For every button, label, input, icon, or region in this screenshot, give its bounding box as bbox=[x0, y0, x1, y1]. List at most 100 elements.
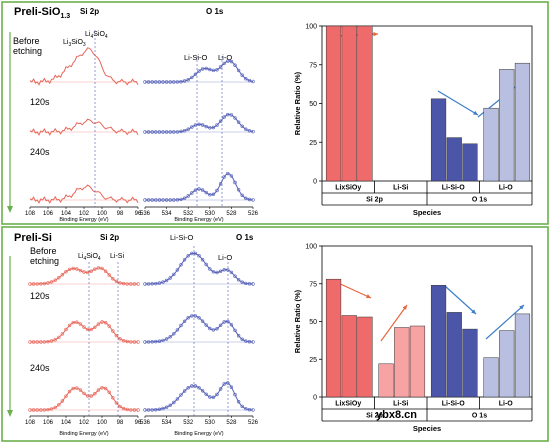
si2p-spectrum-bottom-2-point bbox=[125, 407, 129, 412]
peak-label-lio-top: Li-O bbox=[218, 53, 232, 62]
si2p-axis-top-tick-label: 96 bbox=[135, 211, 142, 217]
si2p-spectrum-bottom-2-point bbox=[93, 392, 97, 396]
o1s-spectrum-top-0-point bbox=[197, 69, 201, 73]
si2p-spectrum-bottom-2-point bbox=[53, 405, 57, 410]
si2p-spectrum-bottom-0-point bbox=[118, 281, 122, 285]
time-arrow-head-bottom bbox=[7, 410, 13, 417]
o1s-spectrum-top-1-point bbox=[190, 125, 194, 129]
o1s-spectrum-top-1-point bbox=[233, 116, 237, 120]
si2p-spectrum-bottom-0-point bbox=[46, 281, 50, 285]
o1s-spectrum-top-0-point bbox=[251, 79, 255, 84]
o1s-spectrum-bottom-0-point bbox=[218, 269, 223, 273]
o1s-spectrum-bottom-0-point bbox=[215, 270, 219, 275]
o1s-spectrum-bottom-1-point bbox=[229, 323, 234, 327]
o1s-spectrum-top-2-point bbox=[197, 187, 201, 191]
o1s-spectrum-bottom-2-point bbox=[179, 393, 183, 397]
o1s-spectrum-bottom-0-point bbox=[222, 268, 226, 272]
bar-li-o bbox=[483, 107, 499, 182]
watermark: ybx8.cn bbox=[376, 409, 417, 421]
si2p-spectrum-bottom-2-point bbox=[64, 394, 68, 398]
o1s-axis-top-tick-label: 532 bbox=[183, 211, 194, 217]
o1s-spectrum-bottom-0-point bbox=[204, 262, 208, 267]
bar-lixsioy bbox=[325, 278, 342, 398]
si2p-spectrum-bottom-0-point bbox=[93, 267, 97, 271]
o1s-spectrum-top-0-point bbox=[233, 63, 237, 67]
parent-category-label: Si 2p bbox=[366, 197, 383, 204]
si2p-axis-top-tick-label: 98 bbox=[117, 211, 124, 217]
trend-arrow-top-lisio bbox=[437, 90, 479, 116]
panel-title-top: Preli-SiO1.3 bbox=[14, 6, 70, 20]
si2p-spectrum-bottom-1-point bbox=[78, 322, 83, 326]
si2p-axis-top-tick-label: 106 bbox=[43, 211, 54, 217]
time-240s-bottom: 240s bbox=[30, 363, 50, 373]
o1s-spectrum-top-2-point bbox=[240, 193, 244, 198]
o1s-spectrum-bottom-2-point bbox=[164, 405, 169, 409]
si2p-header-top: Si 2p bbox=[80, 7, 99, 16]
si2p-spectrum-bottom-1-point bbox=[96, 322, 101, 326]
panel-title-bottom: Preli-Si bbox=[14, 232, 52, 244]
bar-li-si bbox=[409, 325, 426, 398]
trend-arrow-bottom-lisi-head bbox=[402, 305, 407, 310]
o1s-spectrum-top-1-point bbox=[215, 123, 219, 127]
si2p-axis-bottom-tick-label: 106 bbox=[43, 420, 54, 426]
o1s-spectrum-top-2-point bbox=[179, 197, 183, 202]
o1s-spectrum-top-0-point bbox=[179, 79, 183, 84]
si2p-spectrum-bottom-0-point bbox=[57, 276, 61, 280]
bar-li-si-o bbox=[462, 143, 478, 182]
si2p-spectrum-bottom-0-point bbox=[121, 281, 126, 286]
o1s-spectrum-top-0-point bbox=[240, 73, 244, 77]
si2p-spectrum-bottom-1-point bbox=[60, 332, 65, 336]
o1s-spectrum-bottom-0-point bbox=[154, 281, 158, 286]
o1s-spectrum-top-0-point bbox=[190, 75, 194, 80]
y-tick-label: 100 bbox=[305, 244, 317, 251]
o1s-axis-top-tick-label: 536 bbox=[140, 211, 151, 217]
o1s-spectrum-top-0-point bbox=[200, 67, 205, 71]
si2p-spectrum-bottom-1-point bbox=[111, 329, 115, 333]
o1s-spectrum-bottom-2-point bbox=[222, 382, 226, 386]
si2p-spectrum-bottom-1-point bbox=[85, 327, 90, 332]
o1s-spectrum-bottom-0-point bbox=[172, 272, 176, 277]
o1s-spectrum-top-1-point bbox=[251, 129, 255, 134]
peak-label-lisi: Li-Si bbox=[110, 253, 124, 260]
o1s-spectrum-bottom-1-point bbox=[168, 335, 172, 339]
trend-arrow-top-lixsioy-head bbox=[373, 32, 378, 37]
o1s-spectrum-bottom-0-point bbox=[186, 254, 190, 258]
o1s-spectrum-bottom-1-point bbox=[208, 326, 212, 331]
trend-arrow-bottom-lio-head bbox=[519, 305, 524, 310]
bar-li-si-o bbox=[430, 285, 447, 398]
si2p-spectrum-bottom-0-point bbox=[85, 270, 90, 275]
o1s-axis-bottom-tick-label: 536 bbox=[140, 420, 151, 426]
o1s-spectrum-top-2-point bbox=[193, 188, 198, 192]
si2p-spectrum-bottom-2-point bbox=[57, 403, 61, 407]
si2p-spectrum-bottom-2-point bbox=[100, 386, 104, 390]
y-tick-label: 0 bbox=[313, 395, 317, 402]
si2p-axis-top-tick-label: 100 bbox=[97, 211, 108, 217]
category-label: Li-Si bbox=[393, 401, 408, 408]
category-label: Li-Si-O bbox=[442, 185, 465, 192]
y-tick-label: 75 bbox=[309, 62, 317, 69]
o1s-spectrum-top-1-point bbox=[179, 129, 183, 134]
si2p-spectrum-bottom-0-point bbox=[103, 269, 108, 273]
si2p-spectrum-bottom-0-point bbox=[100, 266, 104, 271]
o1s-spectrum-top-2-point bbox=[208, 193, 212, 197]
trend-arrow-top-lisio-head bbox=[473, 110, 478, 115]
o1s-spectrum-bottom-2-point bbox=[240, 404, 244, 409]
o1s-spectrum-top-2-point bbox=[226, 171, 230, 176]
o1s-spectrum-top-1-point bbox=[229, 113, 234, 117]
o1s-spectrum-bottom-1-fit bbox=[145, 315, 253, 343]
si2p-spectrum-bottom-1-point bbox=[107, 324, 111, 328]
o1s-spectrum-bottom-1-point bbox=[179, 323, 183, 328]
o1s-spectrum-top-0-point bbox=[211, 68, 216, 73]
o1s-spectrum-top-2-point bbox=[190, 191, 194, 195]
trend-arrow-bottom-lio bbox=[485, 304, 525, 340]
o1s-spectrum-top-0-point bbox=[182, 79, 187, 83]
o1s-axis-top-tick-label: 530 bbox=[205, 211, 216, 217]
si2p-spectrum-bottom-2-point bbox=[96, 388, 101, 392]
o1s-header-bottom: O 1s bbox=[236, 233, 254, 242]
si2p-spectrum-bottom-0-point bbox=[67, 267, 72, 272]
o1s-spectrum-top-0-point bbox=[215, 68, 219, 72]
si2p-spectrum-bottom-0-fit bbox=[30, 267, 138, 285]
category-label: LixSiOy bbox=[335, 185, 361, 192]
o1s-spectrum-top-0-point bbox=[244, 76, 248, 81]
time-120s-top: 120s bbox=[30, 97, 50, 107]
